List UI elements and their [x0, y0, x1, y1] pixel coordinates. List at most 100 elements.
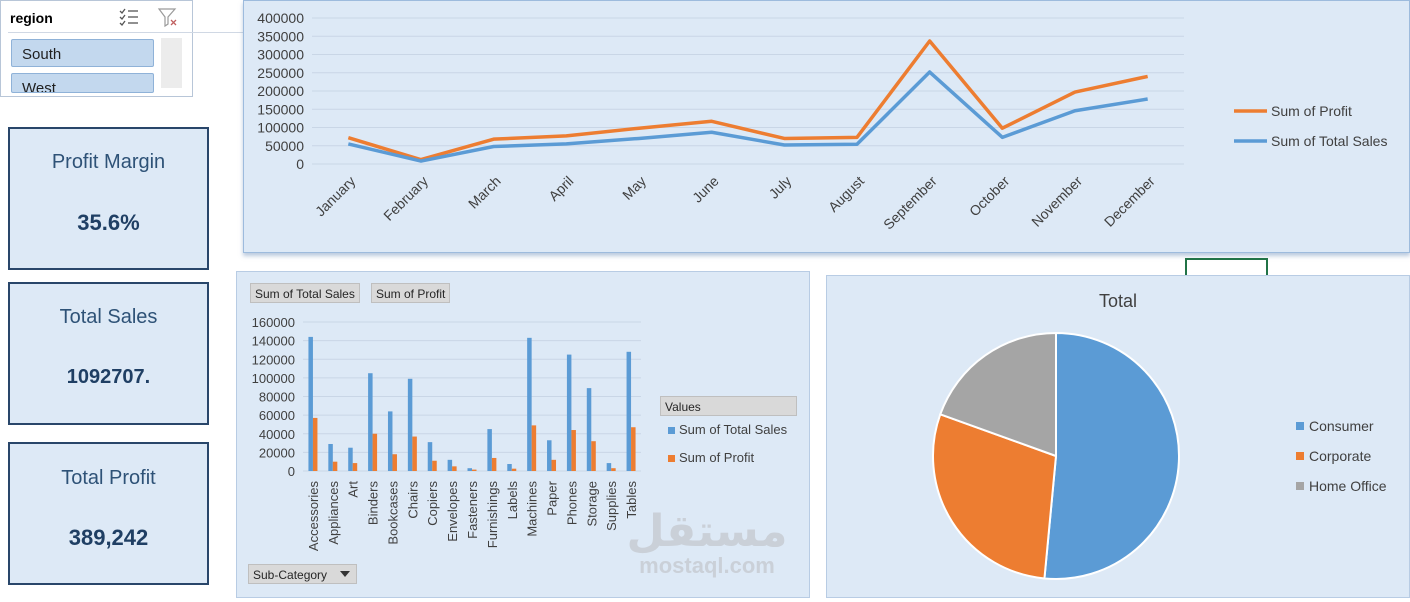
- segment-pie-chart[interactable]: Total Consumer Corporate Home Office: [826, 275, 1410, 598]
- y-tick-label: 100000: [257, 120, 304, 136]
- bar-sum-of-profit[interactable]: [392, 454, 397, 471]
- bar-sum-of-profit[interactable]: [452, 466, 457, 471]
- kpi-label: Profit Margin: [51, 151, 166, 173]
- bar-sum-of-total-sales[interactable]: [487, 429, 492, 471]
- slicer-scrollbar[interactable]: [161, 38, 182, 88]
- monthly-line-chart[interactable]: 400000 350000 300000 250000 200000 150000 1000…: [243, 0, 1410, 253]
- multi-select-icon[interactable]: [118, 6, 140, 28]
- y-tick-label: 0: [288, 464, 295, 479]
- x-tick-label: Appliances: [326, 481, 341, 545]
- bar-sum-of-profit[interactable]: [531, 425, 537, 471]
- clear-filter-icon[interactable]: [157, 6, 179, 28]
- y-tick-label: 120000: [252, 352, 295, 367]
- y-tick-label: 80000: [259, 390, 295, 405]
- bar-sum-of-total-sales[interactable]: [467, 468, 473, 471]
- slicer-title: region: [10, 10, 53, 26]
- x-tick-label: Chairs: [405, 481, 420, 519]
- kpi-value: 1092707.: [66, 366, 151, 388]
- y-tick-label: 50000: [265, 138, 304, 154]
- y-tick-label: 0: [296, 156, 304, 172]
- bar-sum-of-total-sales[interactable]: [586, 388, 592, 471]
- x-tick-label: January: [312, 173, 359, 220]
- bar-sum-of-total-sales[interactable]: [387, 411, 393, 471]
- bar-sum-of-total-sales[interactable]: [507, 464, 512, 471]
- x-tick-label: Supplies: [604, 481, 619, 531]
- dropdown-arrow-icon[interactable]: [340, 571, 350, 577]
- x-tick-label: Copiers: [425, 481, 440, 526]
- bar-sum-of-profit[interactable]: [511, 468, 517, 471]
- bar-chart-svg: 160000 140000 120000 100000 80000 60000 40000 2…: [252, 315, 788, 552]
- line-chart-svg: 400000 350000 300000 250000 200000 150000 1000…: [257, 10, 1387, 233]
- mostaql-watermark: مستقل mostaql.com: [622, 510, 792, 578]
- x-tick-label: Art: [346, 481, 361, 498]
- pie-chart-svg: Total Consumer Corporate Home Office: [932, 291, 1387, 580]
- bar-sum-of-profit[interactable]: [472, 469, 477, 471]
- x-tick-label: Machines: [525, 481, 540, 537]
- pie-slice-consumer[interactable]: [1043, 331, 1180, 580]
- slicer-item-west[interactable]: West: [11, 73, 154, 93]
- legend-swatch: [1296, 422, 1304, 430]
- x-tick-label: Binders: [366, 481, 381, 526]
- bar-sum-of-total-sales[interactable]: [308, 336, 313, 471]
- x-tick-label: Phones: [564, 481, 579, 526]
- axis-field-label: Sub-Category: [253, 568, 328, 582]
- pie-slice-corporate[interactable]: [932, 413, 1058, 580]
- bar-sum-of-total-sales[interactable]: [527, 337, 532, 471]
- legend-swatch: [1296, 452, 1304, 460]
- bar-sum-of-profit[interactable]: [372, 433, 378, 471]
- legend-values-header: Values: [660, 396, 797, 416]
- bar-sum-of-profit[interactable]: [591, 441, 596, 471]
- bar-sum-of-profit[interactable]: [412, 436, 417, 471]
- pie-slice-home-office[interactable]: [938, 331, 1057, 458]
- slicer-item-south[interactable]: South: [11, 39, 154, 67]
- bar-sum-of-profit[interactable]: [551, 459, 557, 471]
- x-tick-label: Accessories: [306, 481, 321, 552]
- subcategory-bar-chart[interactable]: Sum of Total Sales Sum of Profit 160000 1…: [236, 271, 810, 598]
- pie-title: Total: [1099, 291, 1137, 311]
- bar-sum-of-total-sales[interactable]: [407, 378, 413, 471]
- y-tick-label: 100000: [252, 371, 295, 386]
- axis-field-button-subcategory[interactable]: Sub-Category: [248, 564, 357, 584]
- y-tick-label: 140000: [252, 334, 295, 349]
- x-tick-label: May: [619, 173, 649, 203]
- y-tick-label: 150000: [257, 101, 304, 117]
- y-tick-label: 300000: [257, 47, 304, 63]
- x-tick-label: Furnishings: [485, 481, 500, 549]
- field-button-profit[interactable]: Sum of Profit: [371, 283, 451, 303]
- line-series-sum-of-profit[interactable]: [347, 39, 1149, 162]
- x-tick-label: March: [465, 173, 504, 212]
- bar-sum-of-profit[interactable]: [611, 468, 616, 471]
- field-button-total-sales[interactable]: Sum of Total Sales: [250, 283, 360, 303]
- line-series-sum-of-total-sales[interactable]: [347, 70, 1148, 163]
- bar-sum-of-total-sales[interactable]: [368, 373, 373, 471]
- bar-sum-of-profit[interactable]: [631, 427, 636, 471]
- legend-label: Sum of Total Sales: [679, 422, 788, 437]
- bar-sum-of-total-sales[interactable]: [626, 351, 632, 471]
- legend-swatch: [1296, 482, 1304, 490]
- x-tick-label: Fasteners: [465, 481, 480, 539]
- bar-sum-of-total-sales[interactable]: [547, 440, 552, 471]
- bar-sum-of-total-sales[interactable]: [348, 447, 353, 471]
- watermark-arabic: مستقل: [626, 506, 788, 557]
- bar-sum-of-total-sales[interactable]: [328, 443, 333, 471]
- bar-sum-of-profit[interactable]: [432, 460, 437, 471]
- bar-sum-of-profit[interactable]: [332, 461, 338, 471]
- kpi-total-sales-card: Total Sales 1092707.: [8, 282, 209, 425]
- x-tick-label: April: [545, 173, 576, 204]
- bar-sum-of-total-sales[interactable]: [427, 442, 433, 471]
- y-tick-label: 20000: [259, 445, 295, 460]
- kpi-profit-margin-card: Profit Margin 35.6%: [8, 127, 209, 270]
- bar-sum-of-total-sales[interactable]: [447, 459, 453, 471]
- x-tick-label: Paper: [545, 480, 560, 515]
- bar-sum-of-profit[interactable]: [491, 457, 497, 471]
- x-tick-label: Tables: [624, 481, 639, 519]
- bar-sum-of-profit[interactable]: [312, 417, 318, 471]
- legend-label: Home Office: [1309, 478, 1387, 494]
- bar-sum-of-profit[interactable]: [352, 463, 358, 471]
- selected-cell[interactable]: [1185, 258, 1268, 275]
- y-tick-label: 400000: [257, 10, 304, 26]
- bar-sum-of-total-sales[interactable]: [606, 463, 612, 471]
- bar-sum-of-profit[interactable]: [571, 430, 576, 471]
- bar-sum-of-total-sales[interactable]: [566, 354, 572, 471]
- kpi-label: Total Sales: [59, 306, 158, 328]
